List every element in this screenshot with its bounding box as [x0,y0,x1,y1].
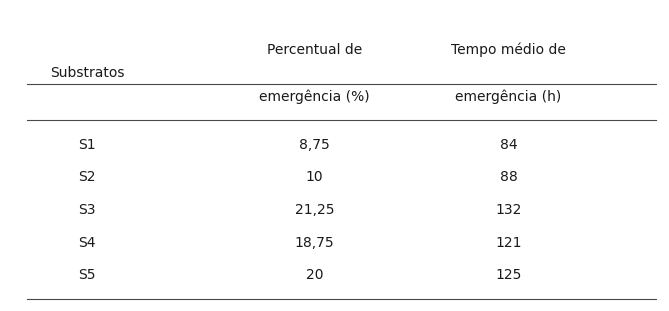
Text: S3: S3 [78,203,96,217]
Text: emergência (%): emergência (%) [259,89,370,104]
Text: 125: 125 [495,268,522,282]
Text: S4: S4 [78,235,96,250]
Text: S2: S2 [78,170,96,184]
Text: S1: S1 [78,137,96,152]
Text: S5: S5 [78,268,96,282]
Text: Tempo médio de: Tempo médio de [451,43,566,57]
Text: 132: 132 [495,203,522,217]
Text: 20: 20 [306,268,323,282]
Text: 84: 84 [500,137,517,152]
Text: 21,25: 21,25 [294,203,334,217]
Text: emergência (h): emergência (h) [456,89,561,104]
Text: 8,75: 8,75 [299,137,330,152]
Text: 18,75: 18,75 [294,235,334,250]
Text: Substratos: Substratos [50,66,124,80]
Text: Percentual de: Percentual de [267,43,362,57]
Text: 88: 88 [500,170,517,184]
Text: 121: 121 [495,235,522,250]
Text: 10: 10 [306,170,323,184]
